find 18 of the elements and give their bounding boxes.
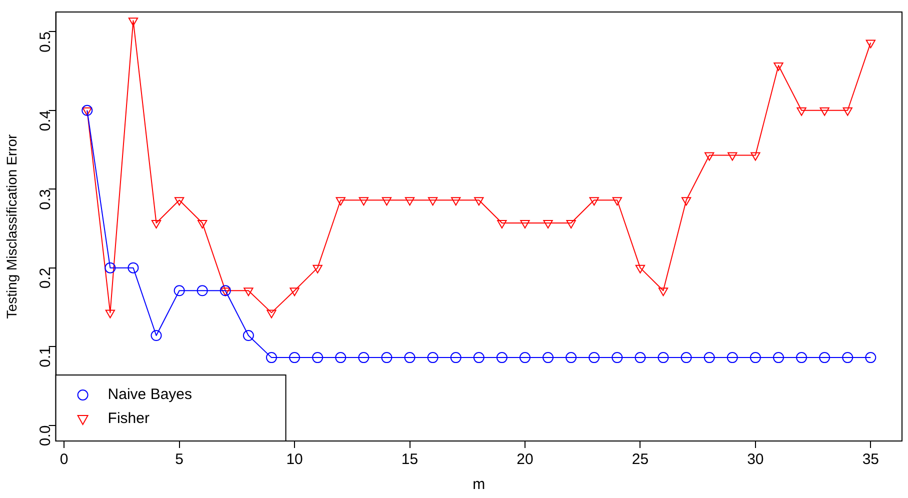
x-tick-label: 0 [60, 451, 68, 468]
x-tick-label: 25 [632, 451, 649, 468]
x-axis-title: m [472, 476, 486, 494]
legend-label: Naive Bayes [108, 386, 192, 404]
x-tick-label: 35 [862, 451, 880, 468]
y-tick-label: 0.2 [36, 268, 54, 289]
x-tick-label: 10 [286, 451, 303, 468]
x-tick-label: 5 [175, 451, 184, 468]
y-tick-label: 0.0 [36, 425, 54, 446]
legend-label: Fisher [108, 410, 150, 428]
y-tick-label: 0.3 [36, 189, 54, 210]
x-tick-label: 30 [747, 451, 764, 468]
y-axis-title: Testing Misclassification Error [3, 134, 20, 319]
y-tick-label: 0.1 [36, 346, 54, 368]
x-tick-label: 20 [516, 451, 534, 468]
y-tick-label: 0.4 [36, 110, 54, 132]
x-tick-label: 15 [401, 451, 418, 468]
y-tick-label: 0.5 [36, 32, 54, 53]
